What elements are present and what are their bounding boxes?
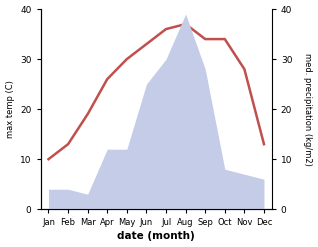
Y-axis label: med. precipitation (kg/m2): med. precipitation (kg/m2) xyxy=(303,53,313,165)
Y-axis label: max temp (C): max temp (C) xyxy=(5,80,15,138)
X-axis label: date (month): date (month) xyxy=(117,231,195,242)
